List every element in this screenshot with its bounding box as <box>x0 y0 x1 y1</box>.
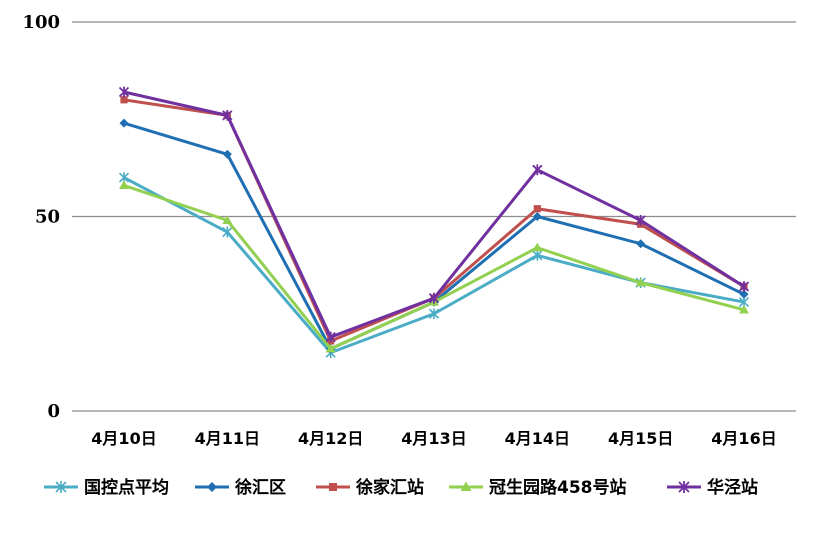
series-layer <box>119 87 749 358</box>
legend-label: 国控点平均 <box>84 477 169 498</box>
series-3 <box>119 180 749 352</box>
legend-entry: 冠生园路458号站 <box>449 477 627 498</box>
y-axis-ticks: 0 50 100 <box>22 12 60 422</box>
legend-entry: 国控点平均 <box>44 477 169 498</box>
legend-entry: 华泾站 <box>667 477 758 498</box>
x-tick-label: 4月16日 <box>711 429 776 448</box>
x-tick-label: 4月14日 <box>505 429 570 448</box>
legend-label: 徐汇区 <box>234 477 286 498</box>
legend-label: 徐家汇站 <box>355 477 424 498</box>
series-line <box>124 185 744 348</box>
legend-entry: 徐汇区 <box>195 477 286 498</box>
y-tick-label: 0 <box>47 401 60 422</box>
legend-swatch-marker <box>329 483 337 491</box>
legend-label: 冠生园路458号站 <box>489 477 627 498</box>
y-tick-label: 100 <box>22 12 60 33</box>
legend: 国控点平均 徐汇区 徐家汇站 冠生园路458号站 华泾站 <box>44 477 758 498</box>
x-tick-label: 4月12日 <box>298 429 363 448</box>
legend-label: 华泾站 <box>707 477 758 498</box>
data-point <box>532 243 542 252</box>
x-tick-label: 4月11日 <box>195 429 260 448</box>
data-point <box>120 119 129 128</box>
series-0 <box>120 172 749 358</box>
series-line <box>124 178 744 353</box>
y-tick-label: 50 <box>35 207 60 228</box>
legend-entry: 徐家汇站 <box>316 477 424 498</box>
x-axis-ticks: 4月10日 4月11日 4月12日 4月13日 4月14日 4月15日 4月16日 <box>91 429 776 448</box>
x-tick-label: 4月15日 <box>608 429 673 448</box>
gridlines <box>72 22 796 411</box>
series-2 <box>120 96 747 344</box>
x-tick-label: 4月13日 <box>401 429 466 448</box>
data-point <box>534 205 541 212</box>
x-tick-label: 4月10日 <box>91 429 156 448</box>
legend-swatch-marker <box>207 482 217 492</box>
